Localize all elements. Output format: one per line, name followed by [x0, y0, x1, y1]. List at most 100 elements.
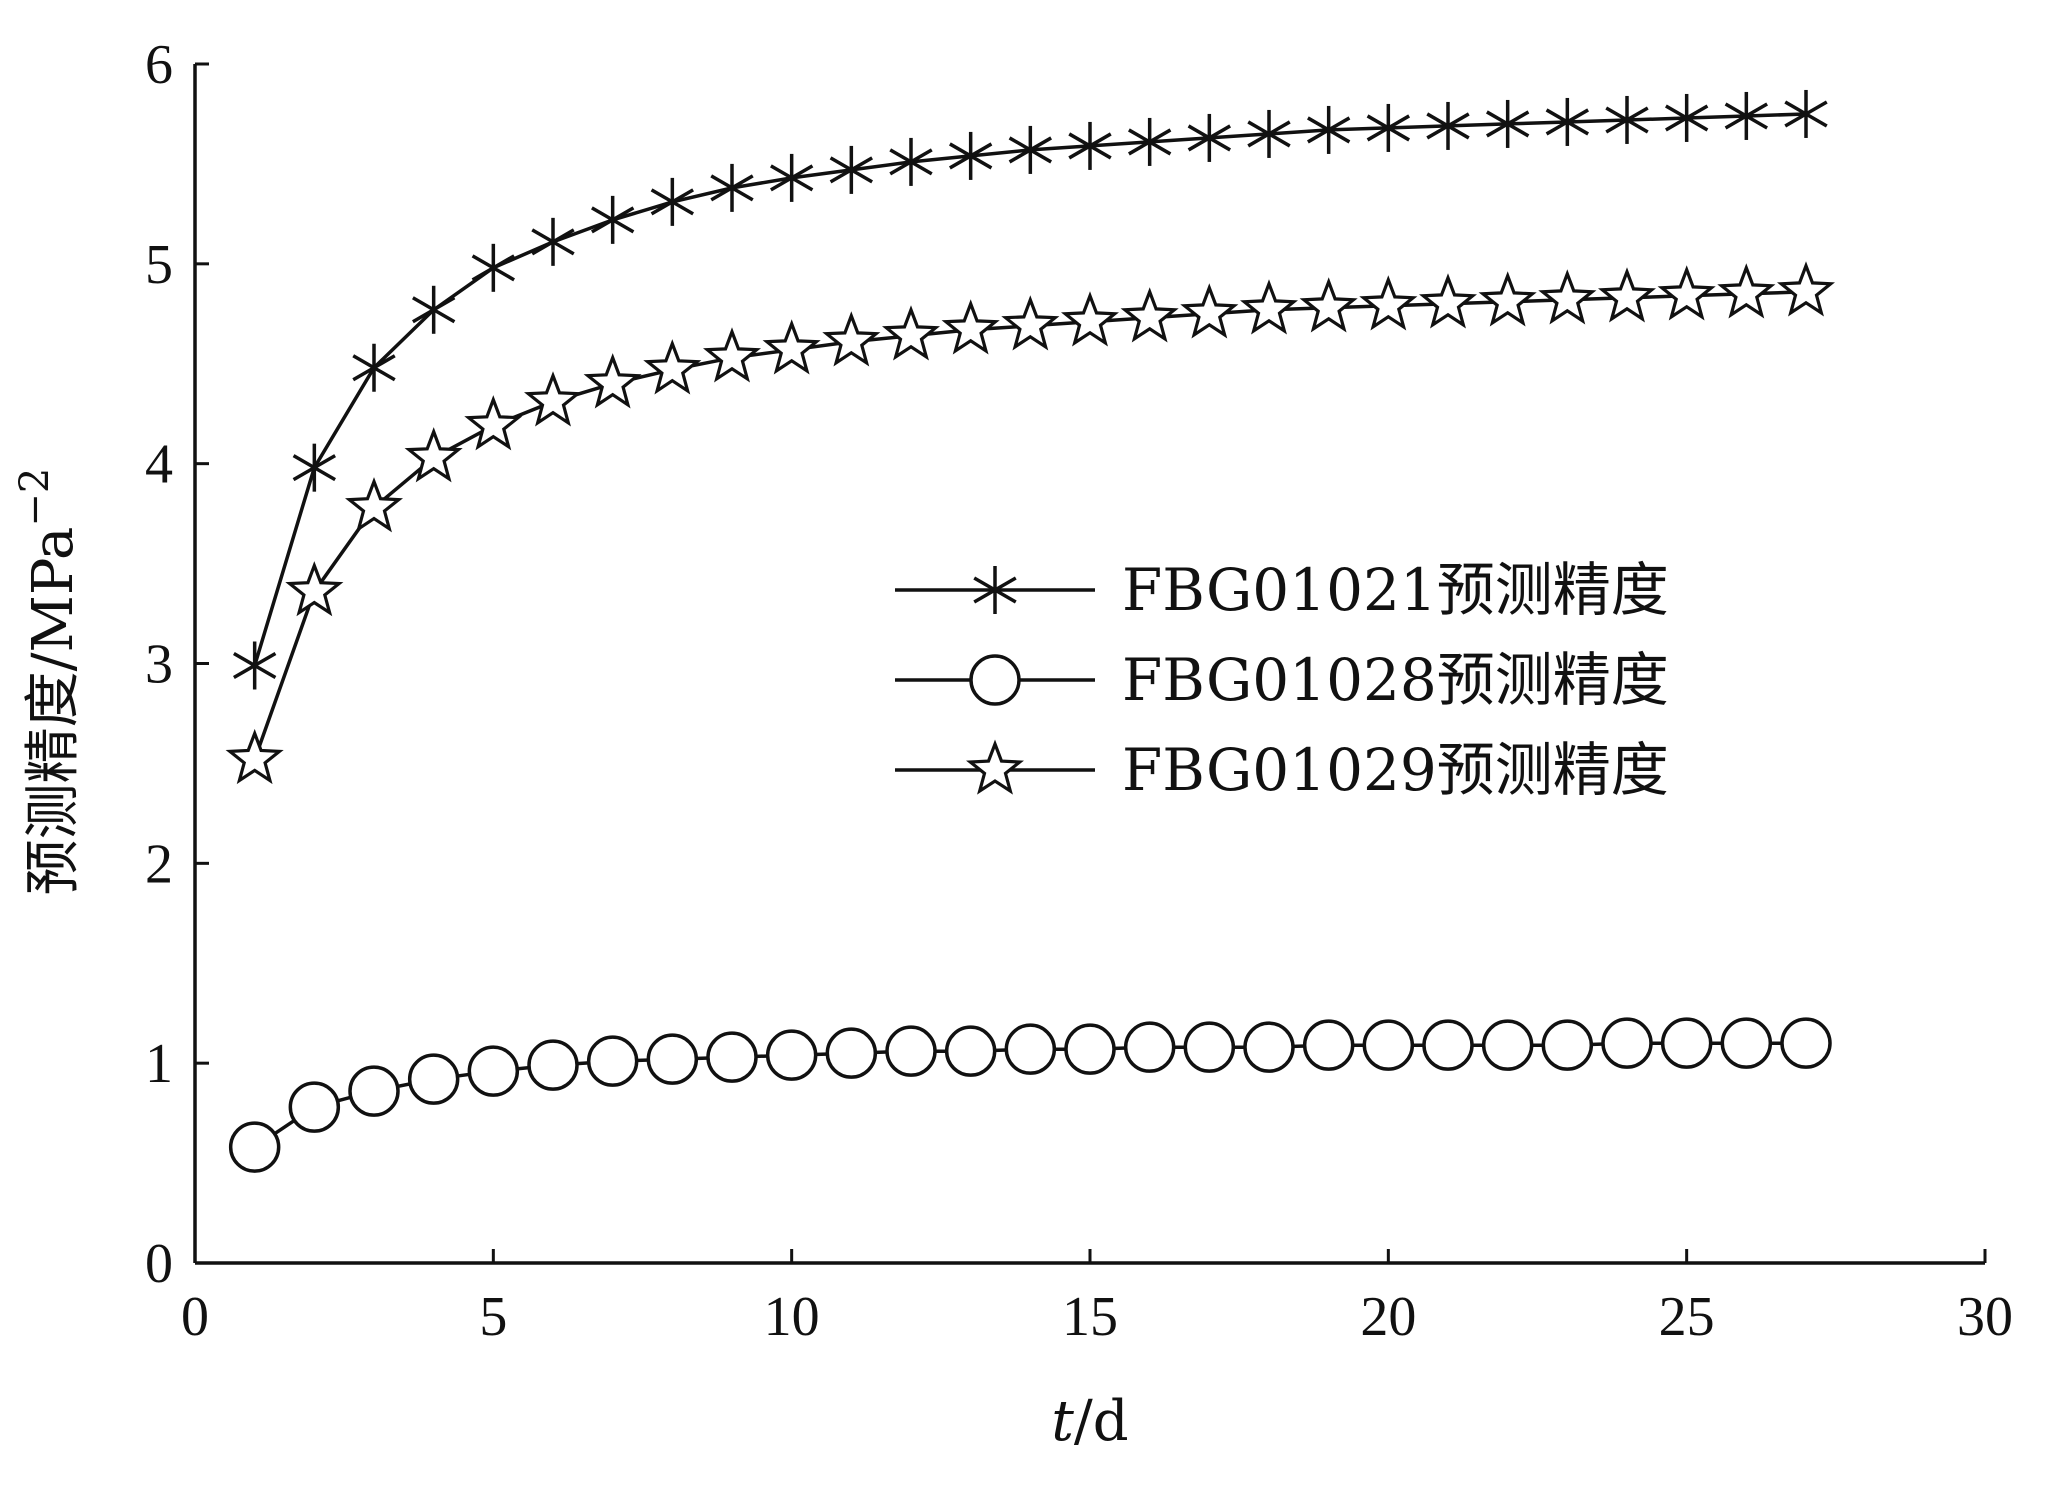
- data-point-asterisk: [1605, 95, 1649, 144]
- data-point-asterisk: [531, 217, 575, 266]
- data-point-star: [1359, 275, 1418, 331]
- data-point-circle: [586, 1035, 639, 1087]
- data-point-asterisk: [352, 343, 396, 392]
- data-point-asterisk: [1545, 97, 1589, 146]
- series-3: [225, 261, 1835, 785]
- legend-label: FBG01029预测精度: [1122, 736, 1669, 804]
- data-point-star: [1478, 271, 1537, 327]
- data-point-star: [404, 427, 463, 483]
- data-point-star: [225, 728, 284, 785]
- legend-label: FBG01021预测精度: [1122, 556, 1669, 624]
- y-axis-title: 预测精度/MPa−2: [12, 468, 86, 896]
- data-point-circle: [1362, 1019, 1415, 1071]
- data-point-star: [1120, 287, 1179, 343]
- y-tick-label: 5: [145, 234, 173, 296]
- data-point-asterisk: [471, 243, 515, 292]
- data-point-star: [1240, 279, 1298, 335]
- data-point-circle: [1243, 1021, 1295, 1073]
- data-point-asterisk: [1486, 99, 1530, 148]
- legend-marker-star: [966, 739, 1024, 795]
- y-tick-label: 3: [145, 634, 173, 696]
- data-point-star: [1061, 291, 1119, 347]
- data-point-star: [1598, 267, 1656, 323]
- data-point-asterisk: [292, 443, 336, 492]
- x-tick-label: 0: [181, 1286, 209, 1348]
- series-1: [233, 89, 1828, 690]
- legend-label: FBG01028预测精度: [1122, 646, 1669, 714]
- legend-item: FBG01028预测精度: [895, 646, 1669, 714]
- data-point-circle: [1481, 1019, 1534, 1071]
- data-point-circle: [646, 1033, 699, 1085]
- data-point-star: [1777, 261, 1835, 317]
- data-point-asterisk: [412, 285, 456, 334]
- data-point-star: [882, 305, 940, 361]
- axis-titles: t/d 预测精度/MPa−2: [12, 468, 1129, 1454]
- data-point-circle: [765, 1029, 818, 1081]
- y-tick-label: 4: [145, 434, 173, 496]
- x-axis-unit: /d: [1074, 1389, 1129, 1454]
- data-point-asterisk: [829, 145, 873, 194]
- data-point-asterisk: [770, 153, 814, 202]
- y-tick-label: 2: [145, 833, 173, 895]
- data-point-circle: [1541, 1019, 1594, 1071]
- data-point-circle: [1004, 1023, 1057, 1075]
- data-point-asterisk: [1665, 93, 1709, 142]
- data-point-circle: [527, 1039, 579, 1091]
- x-axis-title: t/d: [1051, 1389, 1128, 1454]
- data-point-circle: [885, 1025, 937, 1077]
- data-point-circle: [944, 1025, 997, 1077]
- data-point-star: [524, 371, 582, 427]
- data-point-circle: [467, 1045, 520, 1097]
- data-point-star: [345, 477, 403, 533]
- y-tick-label: 1: [145, 1033, 173, 1095]
- data-point-star: [1001, 295, 1060, 351]
- series-2: [228, 1017, 1832, 1173]
- data-point-circle: [1720, 1017, 1773, 1069]
- data-point-star: [1538, 269, 1597, 325]
- data-point-circle: [1780, 1017, 1832, 1069]
- y-tick-label: 6: [145, 34, 173, 96]
- data-point-circle: [1123, 1021, 1176, 1073]
- data-point-asterisk: [710, 163, 754, 212]
- data-point-asterisk: [1247, 109, 1291, 158]
- data-point-circle: [407, 1053, 460, 1105]
- axes: 0 5 10 15 20 25 30 0 1 2 3 4 5 6: [145, 34, 2013, 1348]
- legend-marker-circle: [969, 654, 1021, 706]
- data-point-circle: [706, 1031, 758, 1083]
- data-point-asterisk: [233, 641, 277, 690]
- data-point-circle: [1422, 1019, 1474, 1071]
- data-point-star: [643, 339, 702, 395]
- legend-marker-asterisk: [973, 566, 1017, 614]
- x-tick-label: 30: [1957, 1286, 2013, 1348]
- x-tick-label: 5: [479, 1286, 507, 1348]
- data-point-star: [1657, 265, 1716, 321]
- x-axis-var: t: [1051, 1389, 1074, 1454]
- data-point-circle: [1302, 1019, 1355, 1071]
- y-tick-label: 0: [145, 1233, 173, 1295]
- data-point-star: [1180, 283, 1239, 339]
- data-point-asterisk: [650, 177, 694, 226]
- data-point-circle: [288, 1081, 341, 1133]
- x-tick-label: 25: [1659, 1286, 1715, 1348]
- data-point-star: [762, 319, 821, 375]
- data-point-asterisk: [1068, 121, 1112, 170]
- data-point-circle: [1601, 1017, 1653, 1069]
- data-point-asterisk: [1128, 117, 1172, 166]
- data-point-asterisk: [889, 137, 933, 186]
- data-point-circle: [1183, 1021, 1236, 1073]
- data-point-circle: [1660, 1017, 1713, 1069]
- y-axis-text: 预测精度/MPa: [21, 527, 86, 896]
- data-point-circle: [228, 1121, 281, 1173]
- data-point-circle: [1064, 1023, 1116, 1075]
- data-point-star: [941, 299, 1000, 355]
- data-point-circle: [825, 1027, 878, 1079]
- data-point-star: [1717, 263, 1776, 319]
- data-point-star: [285, 561, 344, 617]
- data-point-star: [703, 327, 761, 383]
- x-tick-label: 10: [764, 1286, 820, 1348]
- data-point-star: [1419, 273, 1477, 329]
- data-point-asterisk: [1426, 101, 1470, 150]
- data-point-star: [464, 395, 523, 451]
- data-point-asterisk: [591, 195, 635, 244]
